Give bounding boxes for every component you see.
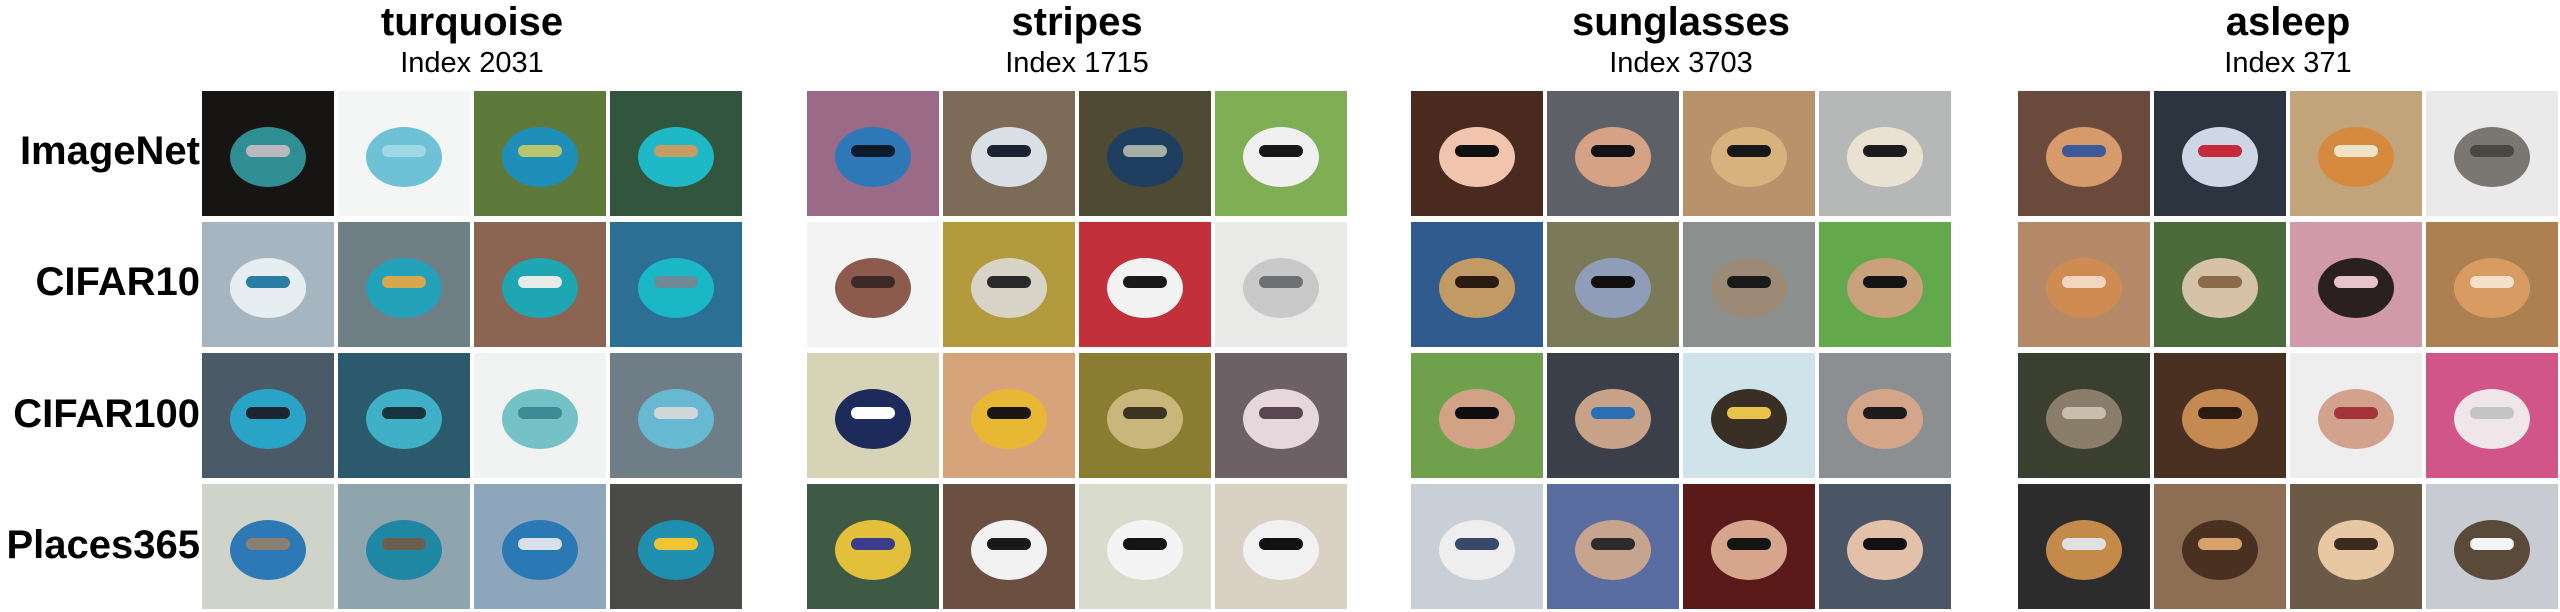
sleeping-child-dog-icon [2018, 91, 2150, 216]
turquoise-bolo-tie-icon [202, 91, 334, 216]
turquoise-bird-icon [474, 91, 606, 216]
row-label-places365: Places365 [6, 523, 200, 567]
baby-sunglasses-icon [1411, 91, 1543, 216]
hedgehog-icon [2018, 353, 2150, 478]
panel-index: Index 371 [2224, 47, 2352, 79]
panel-title: sunglasses [1572, 0, 1790, 44]
airplane-icon [202, 222, 334, 347]
sleeping-child-icon [2290, 353, 2422, 478]
truck-icon [474, 222, 606, 347]
man-sunglasses-icon [1547, 353, 1679, 478]
car-icon [1215, 222, 1347, 347]
train-icon [338, 484, 470, 609]
striped-ball-icon [807, 353, 939, 478]
panel-title: stripes [1011, 0, 1143, 44]
cat-sunglasses-icon [1547, 222, 1679, 347]
sleeping-dog-car-icon [2018, 484, 2150, 609]
taj-mahal-icon [1411, 484, 1543, 609]
car-icon [943, 222, 1075, 347]
striped-snake-icon [943, 91, 1075, 216]
row-label-cifar10: CIFAR10 [35, 260, 201, 304]
bus-icon [610, 353, 742, 478]
row-label-imagenet: ImageNet [19, 129, 200, 173]
panel-sunglasses: sunglasses Index 3703 [1411, 0, 1951, 612]
striped-fish-icon [807, 484, 939, 609]
checkered-table-icon [943, 484, 1075, 609]
row-label-cifar100: CIFAR100 [13, 392, 200, 436]
thumbnail-grid [807, 91, 1347, 612]
deer-sunglasses-icon [1819, 222, 1951, 347]
striped-rug-icon [1215, 484, 1347, 609]
sleeping-puppy-icon [2290, 484, 2422, 609]
sleeping-puppy-icon [2018, 222, 2150, 347]
couple-sunglasses-icon [1683, 484, 1815, 609]
sleeping-cat-icon [2154, 353, 2286, 478]
snail-icon [1215, 353, 1347, 478]
panel-stripes: stripes Index 1715 [807, 0, 1347, 612]
sleeping-fox-icon [2290, 91, 2422, 216]
sleeping-dog-icon [2290, 222, 2422, 347]
sleeping-puppy-icon [2426, 222, 2558, 347]
person-sunglasses-icon [1819, 91, 1951, 216]
zebra-crib-icon [1079, 484, 1211, 609]
sleeping-dog-icon [2154, 484, 2286, 609]
dog-sunglasses-icon [1683, 91, 1815, 216]
woman-sunglasses-icon [1819, 353, 1951, 478]
dog-sunglasses-icon [1411, 222, 1543, 347]
boat-icon [338, 222, 470, 347]
striped-snake-icon [1079, 91, 1211, 216]
bee-icon [943, 353, 1075, 478]
panel-title: turquoise [380, 0, 564, 44]
panel-index: Index 3703 [1609, 47, 1753, 79]
panel-turquoise: turquoise Index 2031 [202, 0, 742, 612]
turquoise-yarn-icon [338, 91, 470, 216]
striped-snake-icon [807, 91, 939, 216]
man-sunglasses-icon [1411, 353, 1543, 478]
chimp-icon [1683, 353, 1815, 478]
checkered-floor-icon [1079, 222, 1211, 347]
cat-sunglasses-icon [1683, 222, 1815, 347]
fish-icon [338, 353, 470, 478]
motorcycle-icon [202, 353, 334, 478]
striped-fish-icon [1079, 353, 1211, 478]
thumbnail-grid [1411, 91, 1951, 612]
panel-title: asleep [2225, 0, 2351, 44]
panel-asleep: asleep Index 371 [2018, 0, 2558, 612]
woman-car-sunglasses-icon [1819, 484, 1951, 609]
thumbnail-grid [202, 91, 742, 612]
panel-index: Index 2031 [400, 47, 544, 79]
airplane-icon [474, 484, 606, 609]
sleeping-cat-pillow-icon [2426, 353, 2558, 478]
face-sunglasses-icon [1547, 91, 1679, 216]
sleeping-person-desk-icon [2426, 484, 2558, 609]
airplane-icon [202, 484, 334, 609]
train-icon [610, 484, 742, 609]
zebra-icon [1215, 91, 1347, 216]
sleeping-dog-icon [2154, 222, 2286, 347]
telephone-icon [474, 353, 606, 478]
panel-index: Index 1715 [1005, 47, 1149, 79]
sleeping-child-car-icon [2154, 91, 2286, 216]
thumbnail-grid [2018, 91, 2558, 612]
turquoise-ice-cream-icon [610, 91, 742, 216]
car-icon [610, 222, 742, 347]
sleeping-dog-icon [2426, 91, 2558, 216]
ship-icon [807, 222, 939, 347]
woman-sunglasses-icon [1547, 484, 1679, 609]
